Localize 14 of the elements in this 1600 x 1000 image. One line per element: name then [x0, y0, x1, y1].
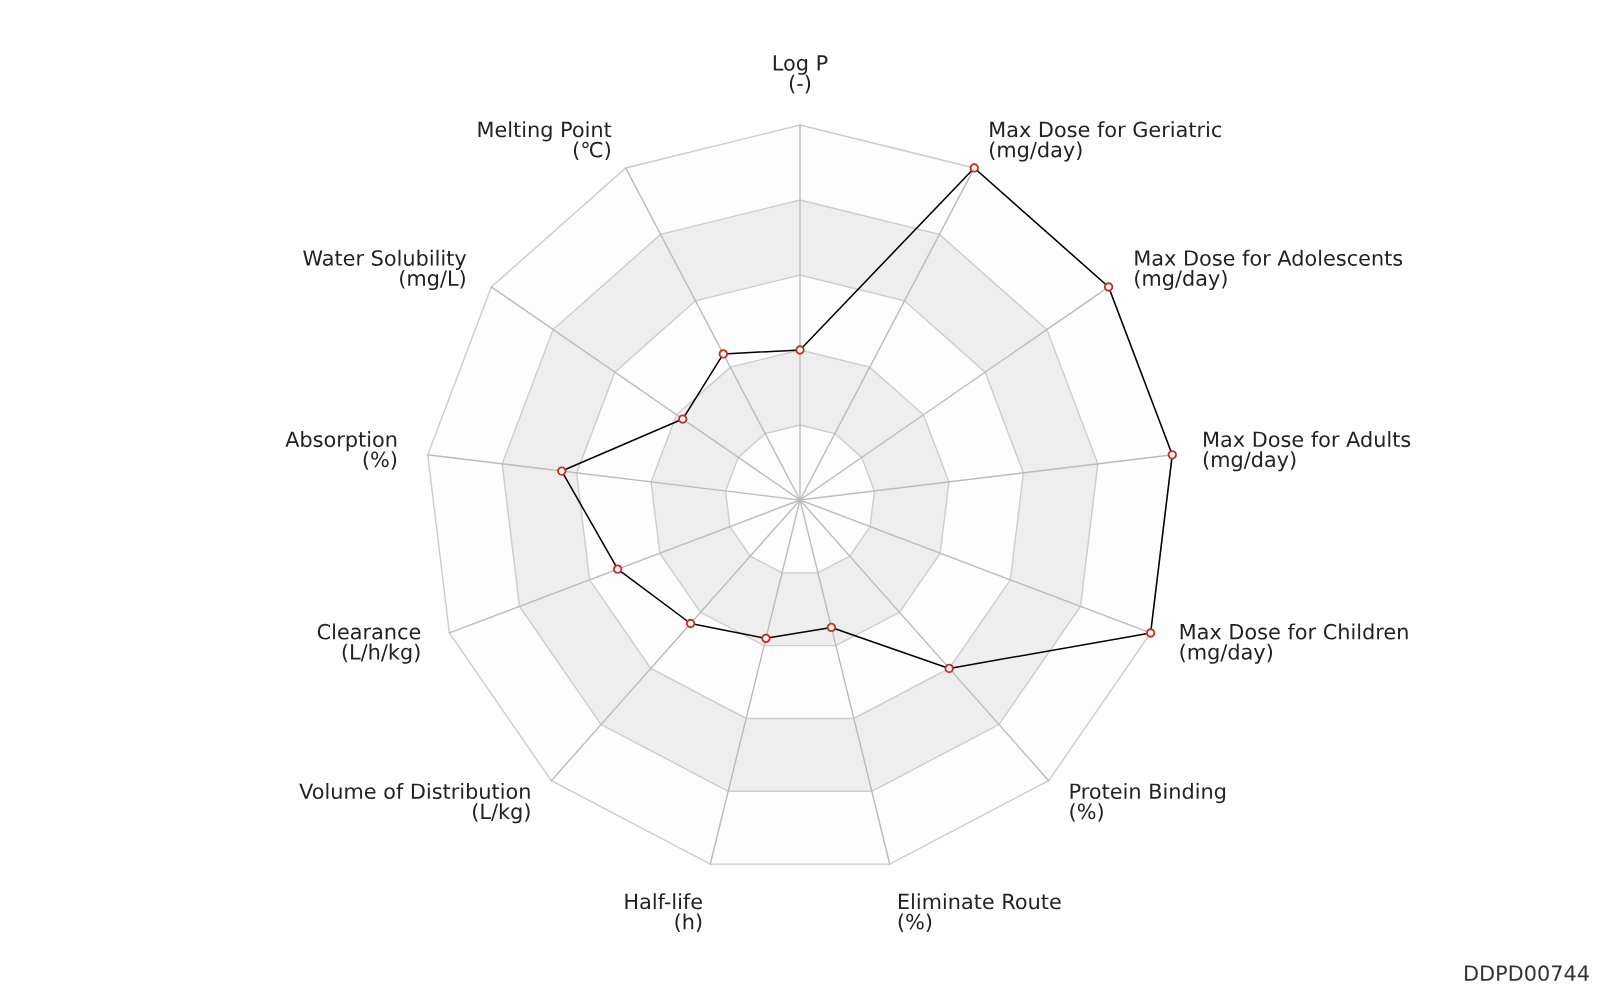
spoke-label: Max Dose for Adolescents (mg/day) [1135, 249, 1403, 291]
spoke-label: Volume of Distribution (L/kg) [299, 782, 530, 824]
spoke-label: Clearance (L/h/kg) [317, 623, 421, 664]
spoke-label: Absorption (%) [285, 431, 397, 470]
spoke-label: Log P (-) [773, 55, 828, 94]
spoke-label: Melting Point (℃) [478, 121, 612, 160]
spoke-label: Half-life (h) [625, 893, 702, 932]
spoke-label: Max Dose for Geriatric (mg/day) [990, 121, 1222, 162]
spoke-label: Protein Binding (%) [1070, 782, 1226, 822]
text: DDPD00744 [1465, 965, 1589, 982]
spoke-label: Water Solubility (mg/L) [303, 249, 467, 291]
spoke-label: Max Dose for Children (mg/day) [1180, 623, 1408, 664]
spoke-label: Eliminate Route (%) [898, 893, 1061, 932]
spoke-label: Max Dose for Adults (mg/day) [1203, 431, 1411, 472]
